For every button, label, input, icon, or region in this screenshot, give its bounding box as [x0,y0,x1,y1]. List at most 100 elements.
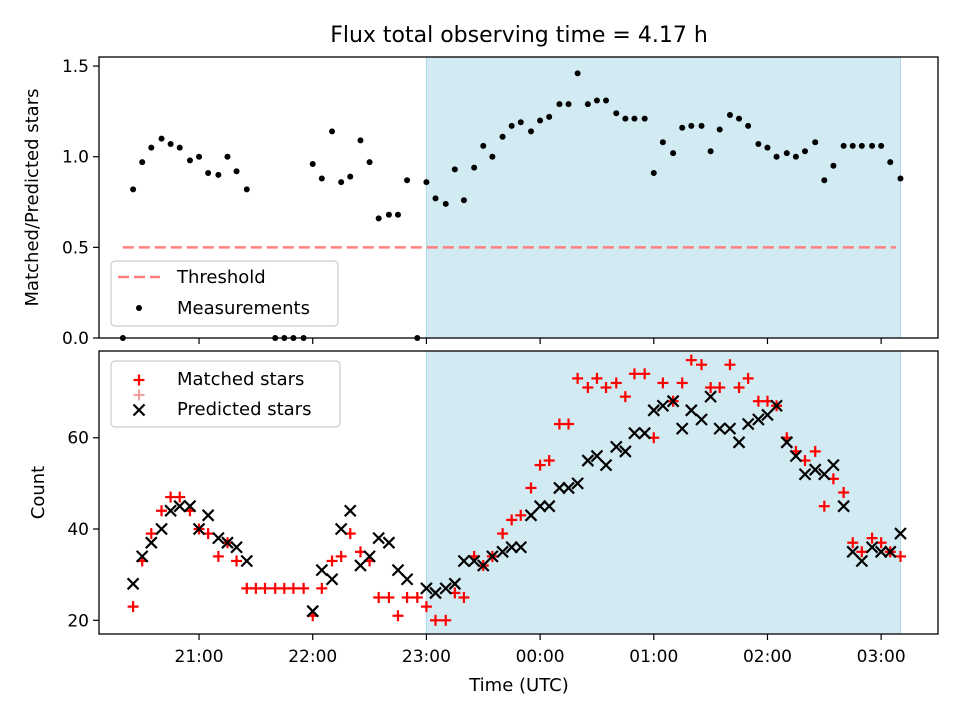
measurement-point [385,211,392,218]
predicted-star-point [486,550,499,563]
measurement-point [460,197,467,204]
measurement-point [176,144,183,151]
predicted-star-point [192,522,206,536]
legend-measurements-swatch [136,305,142,311]
measurement-point [205,170,212,177]
matched-star-point [534,459,546,471]
predicted-star-point [230,540,243,554]
matched-star-point [685,354,697,366]
predicted-star-point [619,445,632,458]
predicted-star-point [638,426,651,440]
measurement-point [196,153,203,160]
measurement-point [801,148,808,155]
bottom-axes-frame [98,350,939,635]
measurement-point [366,159,373,166]
matched-star-point [657,377,669,389]
top-observing-span [425,56,901,339]
predicted-star-point [400,572,414,586]
measurement-point [489,153,496,160]
measurement-point [830,162,837,169]
matched-star-point [818,500,830,512]
measurement-point [726,112,733,119]
matched-star-point [639,368,651,380]
predicted-star-point [571,477,584,490]
measurement-points [119,70,904,341]
matched-star-point [174,491,186,503]
legend-measurements-label: Measurements [177,298,310,319]
top-legend-box [110,260,339,327]
measurement-point [869,142,876,149]
predicted-star-point [628,426,641,440]
measurement-point [821,177,828,184]
matched-star-point [696,359,708,371]
matched-star-point [525,482,537,494]
matched-star-point [392,610,404,622]
measurement-point [130,186,137,193]
measurement-point [508,122,515,129]
measurement-point [631,115,638,122]
predicted-star-point [155,522,168,536]
measurement-point [233,168,240,175]
measurement-point [215,171,222,178]
predicted-star-point [685,404,698,417]
matched-star-point [156,505,168,517]
measurement-point [707,148,714,155]
legend-threshold-label: Threshold [176,267,266,288]
matched-star-point [212,550,224,562]
measurement-point [167,141,174,148]
matched-star-point [127,601,139,613]
measurement-point [688,122,695,129]
matched-star-point [838,487,850,498]
matched-star-point [572,372,584,384]
matched-star-point [563,418,575,430]
predicted-star-point [382,536,396,549]
predicted-star-point [713,422,727,435]
legend-predicted-swatch [132,403,146,417]
matched-star-point [420,601,432,613]
predicted-star-point [363,550,376,563]
predicted-star-point [666,394,680,408]
measurement-point [528,128,535,135]
predicted-star-point [695,413,708,426]
y-tick-label: 60 [67,429,89,449]
measurement-point [556,101,563,108]
predicted-star-point [723,422,737,435]
y-tick-label: 1.0 [62,148,89,168]
matched-star-point [506,514,518,526]
matched-star-point [411,591,423,603]
predicted-star-point [741,417,755,431]
predicted-star-point [553,481,566,495]
predicted-star-point [656,399,670,413]
measurement-point [584,101,591,108]
predicted-star-point [704,390,717,403]
predicted-star-point [732,436,746,449]
matched-star-point [866,532,878,544]
predicted-star-point [306,604,320,618]
predicted-star-point [325,572,339,586]
matched-star-point [582,382,594,394]
predicted-star-point [780,436,794,449]
predicted-star-point [609,440,623,454]
measurement-point [897,175,904,182]
predicted-star-point [770,399,783,413]
measurement-point [546,113,553,120]
measurement-point [480,142,487,149]
predicted-star-point [467,554,481,568]
bottom-y-axis-label: Count [28,466,49,519]
measurement-point [650,170,657,177]
legend-predicted-label: Predicted stars [177,399,311,420]
matched-star-point [619,391,631,403]
predicted-star-point [599,458,613,472]
measurement-point [329,128,336,135]
predicted-star-point [874,545,888,559]
measurement-point [347,173,354,180]
measurement-point [394,211,401,218]
predicted-star-point [315,563,329,577]
matched-star-point [733,382,745,394]
predicted-star-point [533,499,547,513]
measurement-point [432,195,439,202]
y-tick-label: 0.0 [62,329,89,349]
measurement-point [849,142,856,149]
bottom-legend: Matched stars Predicted stars [110,360,341,428]
